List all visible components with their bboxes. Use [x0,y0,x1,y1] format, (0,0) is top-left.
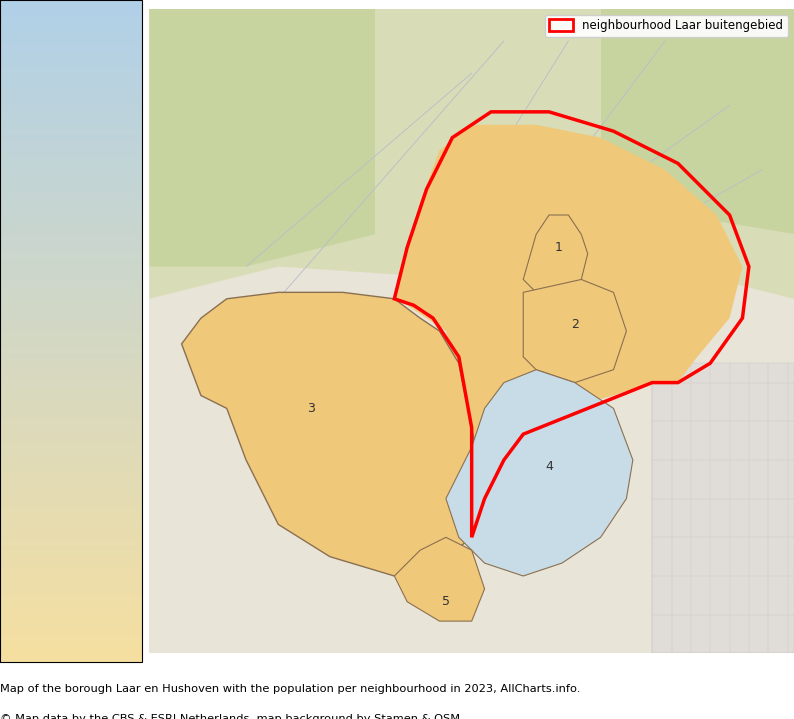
Text: 1: 1 [555,241,563,254]
Polygon shape [149,9,375,267]
Text: 5: 5 [442,595,450,608]
Polygon shape [600,9,794,234]
Polygon shape [523,280,626,383]
Text: 4: 4 [545,460,553,473]
Polygon shape [182,293,484,576]
Polygon shape [652,363,794,654]
Text: 2: 2 [571,318,579,331]
Text: 3: 3 [306,402,314,415]
Text: © Map data by the CBS & ESRI Netherlands, map background by Stamen & OSM.: © Map data by the CBS & ESRI Netherlands… [0,714,464,719]
Text: Map of the borough Laar en Hushoven with the population per neighbourhood in 202: Map of the borough Laar en Hushoven with… [0,684,580,694]
Polygon shape [395,537,484,621]
Legend: neighbourhood Laar buitengebied: neighbourhood Laar buitengebied [545,14,788,37]
Polygon shape [395,124,742,550]
Polygon shape [523,215,588,293]
Polygon shape [446,370,633,576]
Polygon shape [149,9,794,299]
